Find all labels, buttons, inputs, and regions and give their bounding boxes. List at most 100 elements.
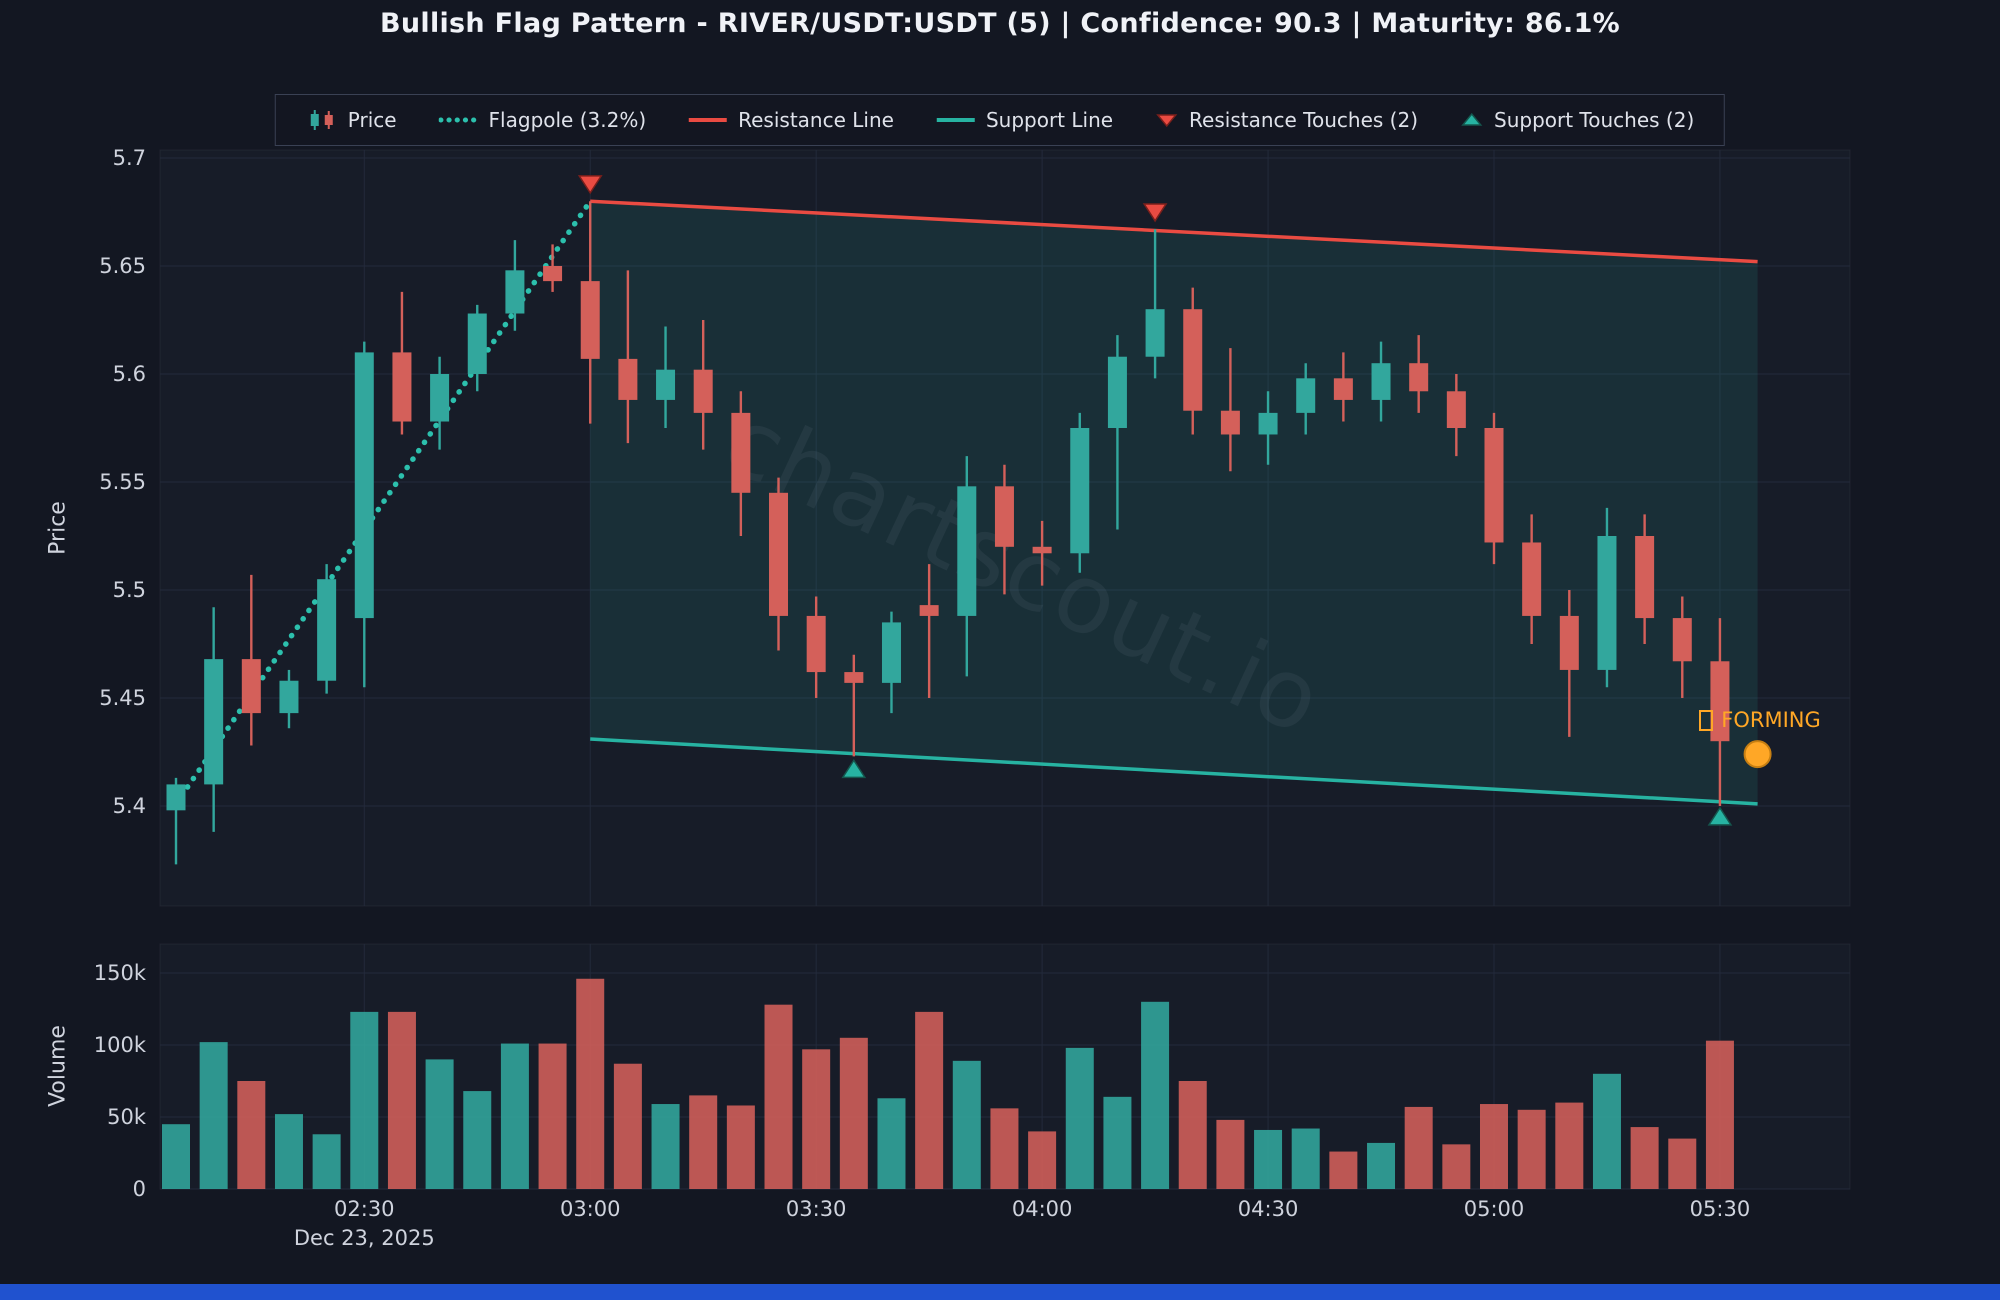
candle-body xyxy=(919,605,939,616)
date-label: Dec 23, 2025 xyxy=(294,1226,435,1250)
support-touch-marker xyxy=(841,758,867,779)
candle-body xyxy=(769,492,789,616)
x-tick-label: 05:00 xyxy=(1464,1197,1525,1221)
volume-bar xyxy=(1479,1104,1508,1189)
volume-bar xyxy=(1254,1129,1283,1189)
legend-item-price[interactable]: Price xyxy=(306,108,397,132)
price-tick-label: 5.7 xyxy=(113,146,146,170)
resistance-line xyxy=(590,199,1758,264)
candle-body xyxy=(1484,428,1504,543)
candle-body xyxy=(467,313,487,374)
down-triangle-icon xyxy=(1155,111,1179,129)
legend-label: Resistance Line xyxy=(738,108,894,132)
volume-bar xyxy=(1216,1119,1245,1189)
volume-bar xyxy=(199,1042,228,1189)
candle-body xyxy=(1559,615,1579,670)
legend-item-support-touches[interactable]: Support Touches (2) xyxy=(1460,108,1694,132)
legend-item-flagpole[interactable]: Flagpole (3.2%) xyxy=(438,108,647,132)
candle-body xyxy=(1333,378,1353,400)
support-line-icon xyxy=(936,115,976,125)
legend-label: Price xyxy=(347,108,397,132)
volume-bar xyxy=(1329,1151,1358,1189)
candle-body xyxy=(1672,618,1692,662)
x-tick-label: 03:30 xyxy=(786,1197,847,1221)
volume-bar xyxy=(538,1043,567,1189)
x-tick-label: 05:30 xyxy=(1690,1197,1751,1221)
candle-body xyxy=(505,270,525,314)
candle-body xyxy=(806,615,826,673)
forming-icon xyxy=(1699,709,1714,731)
volume-bar xyxy=(1442,1144,1471,1189)
legend-item-support-line[interactable]: Support Line xyxy=(936,108,1113,132)
candle-body xyxy=(543,266,563,282)
legend-item-resistance-line[interactable]: Resistance Line xyxy=(688,108,894,132)
volume-bar xyxy=(877,1098,906,1189)
legend-label: Support Line xyxy=(985,108,1114,132)
candle-body xyxy=(354,352,374,619)
volume-bar xyxy=(1367,1142,1396,1189)
volume-bar xyxy=(1630,1127,1659,1189)
volume-bar xyxy=(1028,1131,1057,1189)
volume-bar xyxy=(1103,1096,1132,1189)
volume-bar xyxy=(500,1043,529,1189)
legend-label: Support Touches (2) xyxy=(1494,108,1695,132)
up-triangle-icon xyxy=(1460,111,1484,129)
forming-dot xyxy=(1743,740,1772,769)
volume-axis-title: Volume xyxy=(45,1025,71,1107)
candle-body xyxy=(1183,309,1203,411)
forming-text: FORMING xyxy=(1721,708,1821,732)
volume-bar xyxy=(1555,1102,1584,1189)
candle-body xyxy=(618,358,638,400)
candlestick-icon xyxy=(306,108,338,132)
volume-bar xyxy=(463,1091,492,1189)
candle-body xyxy=(241,659,261,714)
price-tick-label: 5.5 xyxy=(113,578,146,602)
price-tick-label: 5.55 xyxy=(99,470,146,494)
candle-body xyxy=(1371,363,1391,400)
candle-body xyxy=(1070,428,1090,554)
candle-body xyxy=(881,622,901,683)
candle-body xyxy=(1409,363,1429,392)
price-axis-title: Price xyxy=(45,501,71,555)
legend-label: Flagpole (3.2%) xyxy=(488,108,647,132)
bottom-bar xyxy=(0,1284,2000,1300)
candle-body xyxy=(656,369,676,400)
candle-body xyxy=(580,281,600,359)
x-tick-label: 04:30 xyxy=(1238,1197,1299,1221)
volume-bar xyxy=(915,1011,944,1189)
volume-bar xyxy=(613,1063,642,1189)
legend-item-resistance-touches[interactable]: Resistance Touches (2) xyxy=(1155,108,1418,132)
candle-body xyxy=(1032,546,1052,554)
candle-body xyxy=(957,486,977,616)
candle-body xyxy=(317,579,337,681)
candle-body xyxy=(392,352,412,422)
volume-bar xyxy=(1705,1040,1734,1189)
candle-body xyxy=(1220,410,1240,435)
candle-body xyxy=(1258,412,1278,435)
volume-bar xyxy=(162,1124,190,1189)
candle-body xyxy=(1446,391,1466,428)
price-tick-label: 5.4 xyxy=(113,794,146,818)
candle-body xyxy=(430,374,450,422)
volume-bar xyxy=(839,1037,868,1189)
volume-bar xyxy=(274,1114,303,1189)
dotted-line-icon xyxy=(438,115,479,125)
candle-body xyxy=(279,680,299,714)
candle-body xyxy=(693,369,713,413)
candle-body xyxy=(1522,542,1542,616)
volume-bar xyxy=(576,978,605,1189)
candle-body xyxy=(844,672,864,683)
resistance-touch-marker xyxy=(1142,203,1168,223)
volume-bar xyxy=(1404,1106,1433,1189)
resistance-touch-marker xyxy=(577,175,603,195)
legend-label: Resistance Touches (2) xyxy=(1189,108,1419,132)
volume-bar xyxy=(764,1004,793,1189)
volume-bar xyxy=(990,1108,1019,1189)
candle-body xyxy=(994,486,1014,547)
forming-label: FORMING xyxy=(1690,708,1830,732)
resistance-line-icon xyxy=(688,115,728,125)
x-tick-label: 04:00 xyxy=(1012,1197,1073,1221)
chart-title: Bullish Flag Pattern - RIVER/USDT:USDT (… xyxy=(379,8,1621,39)
